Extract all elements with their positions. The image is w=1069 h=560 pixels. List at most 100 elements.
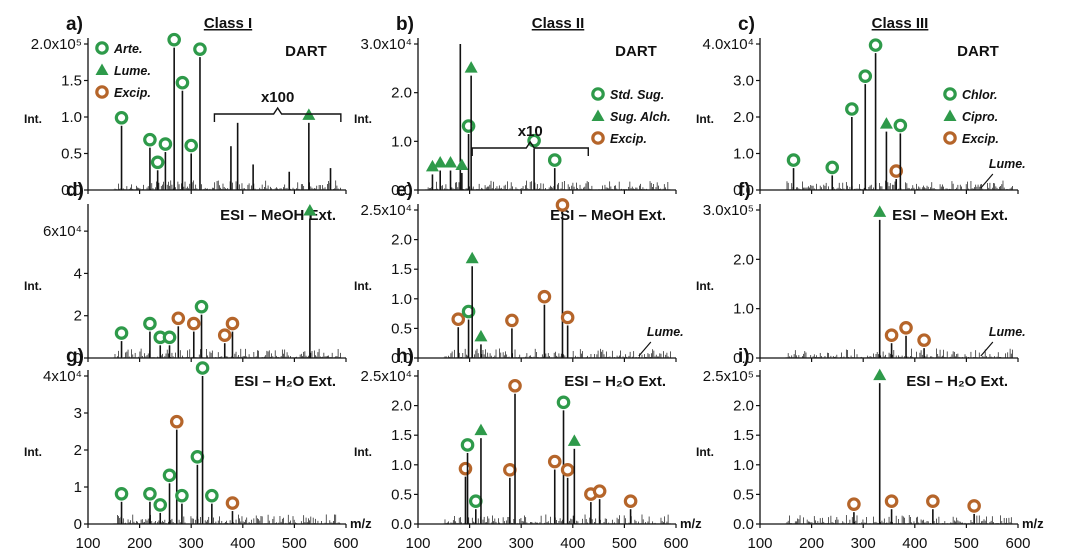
y-tick-label: 2.5x10⁴: [361, 202, 412, 219]
y-tick-label: 2.0: [733, 398, 754, 415]
y-tick-label: 4x10⁴: [43, 368, 82, 385]
pointer-line: [638, 341, 652, 357]
peak-marker: [505, 313, 519, 328]
peak-marker: [465, 251, 479, 264]
panel-i: 0.0 0.5 1.0 1.5 2.0 2.5x10⁵ 100 200 300 400 500 600…: [696, 346, 1044, 552]
peak-marker: [893, 118, 908, 133]
method-label: ESI – H₂O Ext.: [906, 373, 1008, 390]
peak-marker: [873, 205, 887, 217]
peak-marker: [503, 463, 517, 477]
peak-marker: [444, 156, 458, 168]
legend-label: Cipro.: [962, 110, 998, 124]
legend-label: Excip.: [114, 86, 151, 100]
peak-marker: [845, 102, 859, 116]
panel-e: 0.0 0.5 1.0 1.5 2.0 2.5x10⁴ Int. e) ESI – MeOH E…: [354, 180, 684, 367]
x-axis-unit: m/z: [1022, 516, 1044, 531]
peak-marker: [175, 488, 189, 503]
peak-marker: [143, 486, 157, 501]
y-tick-label: 1: [74, 479, 82, 496]
method-label: ESI – MeOH Ext.: [220, 207, 336, 224]
y-tick-label: 0.5: [391, 486, 412, 503]
panel-b: 0.0 1.0 2.0 3.0x10⁴ Int. b) Class II DART Std. S…: [354, 14, 677, 199]
x-tick-label: 100: [405, 535, 430, 552]
y-tick-label: 0: [74, 350, 82, 367]
method-label: ESI – H₂O Ext.: [234, 373, 336, 390]
peak-marker: [303, 203, 317, 216]
peak-marker: [143, 316, 157, 331]
x-tick-label: 100: [747, 535, 772, 552]
panel-g: 0 1 2 3 4x10⁴ 100 200 300 400 500 600 Int. g) ESI – H…: [24, 346, 372, 552]
x-tick-label: 300: [509, 535, 534, 552]
y-tick-label: 0.0: [733, 182, 754, 199]
peak-marker: [225, 496, 240, 510]
y-tick-label: 2: [74, 308, 82, 325]
panel-a: 0.0 0.5 1.0 1.5 2.0x10⁵ Int. a) Class I DART Arte…: [24, 14, 347, 199]
legend-label: Arte.: [113, 42, 142, 56]
legend-marker: [591, 131, 605, 145]
x-axis-unit: m/z: [680, 516, 702, 531]
y-tick-label: 0.0: [61, 182, 82, 199]
peak-marker: [556, 395, 571, 410]
peak-marker: [186, 316, 201, 331]
peak-marker: [468, 494, 483, 508]
method-label: ESI – MeOH Ext.: [550, 207, 666, 224]
y-tick-label: 1.0: [61, 109, 82, 126]
panel-label: b): [396, 14, 414, 35]
peak-marker: [847, 497, 861, 511]
panel-label: a): [66, 14, 83, 35]
x-tick-label: 600: [333, 535, 358, 552]
y-tick-label: 0.0: [391, 182, 412, 199]
method-label: DART: [957, 43, 999, 60]
y-tick-label: 0.5: [391, 320, 412, 337]
x-tick-label: 500: [282, 535, 307, 552]
method-label: ESI – MeOH Ext.: [892, 207, 1008, 224]
panel-f: 0.0 1.0 2.0 3.0x10⁵ Int. f) ESI – MeOH Ext. Lum…: [696, 180, 1026, 367]
y-tick-label: 0.0: [391, 350, 412, 367]
peak-marker: [868, 38, 883, 52]
peak-marker: [169, 414, 184, 429]
peak-marker: [114, 486, 129, 501]
peak-marker: [190, 449, 205, 464]
peak-marker: [560, 463, 575, 477]
y-axis-label: Int.: [24, 279, 42, 293]
peak-marker: [464, 61, 478, 73]
peak-marker: [150, 155, 165, 170]
x-tick-label: 200: [799, 535, 824, 552]
peak-marker: [225, 316, 240, 331]
y-tick-label: 4: [74, 265, 82, 282]
annotation-label: Lume.: [989, 157, 1026, 171]
peak-marker: [433, 156, 447, 168]
peak-marker: [451, 312, 466, 327]
legend-marker: [95, 85, 109, 99]
peak-marker: [205, 488, 219, 503]
legend-label: Excip.: [962, 132, 999, 146]
peak-marker: [547, 454, 562, 469]
panel-label: c): [738, 14, 755, 35]
panel-c: 0.0 1.0 2.0 3.0 4.0x10⁴ Int. c) Class III DART Ch…: [696, 14, 1026, 199]
peak-marker: [508, 378, 522, 393]
legend-marker: [591, 109, 605, 121]
annotation-label: Lume.: [647, 325, 684, 339]
y-tick-label: 1.0: [733, 301, 754, 318]
pointer-line: [980, 173, 994, 189]
y-tick-label: 0.5: [61, 146, 82, 163]
peak-marker: [917, 333, 931, 347]
y-tick-label: 6x10⁴: [43, 223, 82, 240]
y-tick-label: 0: [74, 516, 82, 533]
y-tick-label: 1.0: [391, 133, 412, 150]
peak-marker: [175, 75, 190, 90]
peak-marker: [114, 326, 129, 340]
peak-marker: [461, 119, 476, 133]
panel-label: i): [738, 346, 750, 367]
x-tick-label: 500: [954, 535, 979, 552]
legend-marker: [95, 63, 109, 75]
multiplier-label: x10: [518, 123, 543, 140]
panel-label: h): [396, 346, 414, 367]
y-tick-label: 2.5x10⁵: [703, 368, 754, 385]
peak-marker: [474, 423, 488, 436]
peak-marker: [184, 138, 198, 153]
peak-marker: [623, 494, 638, 508]
legend-label: Chlor.: [962, 88, 997, 102]
legend-marker: [943, 131, 957, 145]
panel-label: d): [66, 180, 84, 201]
